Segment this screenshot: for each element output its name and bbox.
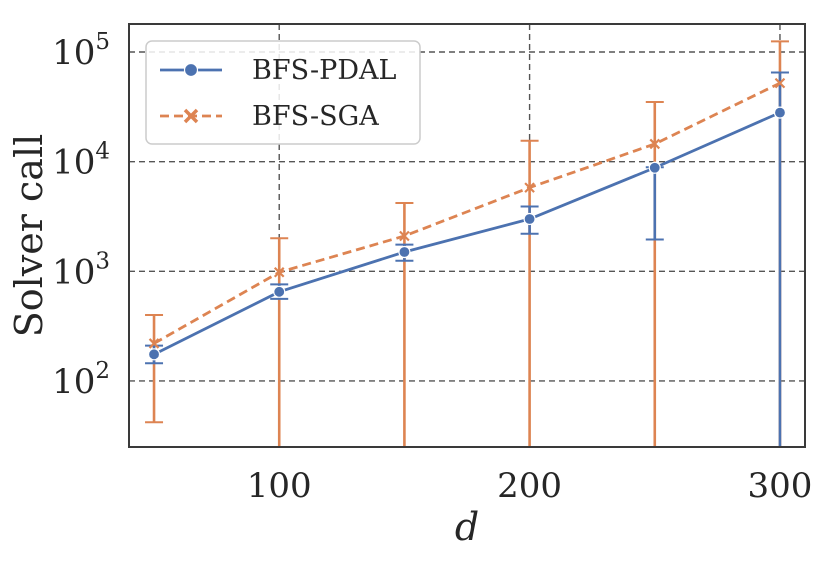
y-tick-exponent: 3: [95, 248, 110, 274]
y-tick-base: 10: [52, 33, 95, 73]
y-tick-exponent: 4: [95, 139, 110, 165]
markers-BFS-SGA: [148, 77, 786, 349]
data-point: [524, 182, 535, 193]
y-tick-base: 10: [52, 362, 95, 402]
y-tick-label: 102: [52, 358, 110, 402]
data-point: [273, 267, 285, 278]
legend-box: [145, 40, 421, 145]
y-tick-label: 104: [52, 139, 110, 183]
x-tick-label: 100: [247, 466, 312, 506]
data-point: [774, 77, 786, 89]
data-point: [147, 348, 161, 361]
y-tick-base: 10: [52, 143, 95, 183]
y-tick-exponent: 2: [95, 358, 110, 384]
y-tick-label: 105: [52, 29, 110, 73]
x-axis-label: d: [455, 505, 479, 549]
y-tick-base: 10: [52, 252, 95, 292]
series-line-BFS-SGA: [153, 81, 781, 345]
y-axis-label: Solver call: [7, 134, 51, 338]
data-point: [648, 161, 661, 174]
data-point: [649, 138, 661, 150]
markers-BFS-PDAL: [147, 106, 787, 361]
series-layer: [145, 40, 789, 447]
x-tick-label: 300: [748, 466, 813, 506]
legend-label-BFS-PDAL: BFS-PDAL: [252, 55, 396, 86]
legend-label-BFS-SGA: BFS-SGA: [252, 101, 379, 132]
data-point: [523, 212, 536, 226]
data-point: [773, 106, 787, 119]
legend: BFS-PDAL BFS-SGA: [145, 40, 421, 145]
series-line-BFS-PDAL: [153, 111, 781, 356]
data-point: [398, 245, 411, 259]
legend-marker: [183, 108, 199, 124]
legend-marker: [183, 62, 199, 78]
data-point: [273, 285, 286, 298]
data-point: [399, 230, 410, 242]
plot-frame: [128, 23, 806, 448]
y-tick-exponent: 5: [95, 29, 110, 55]
data-point: [148, 338, 160, 349]
y-tick-label: 103: [52, 248, 110, 292]
x-tick-label: 200: [497, 466, 562, 506]
